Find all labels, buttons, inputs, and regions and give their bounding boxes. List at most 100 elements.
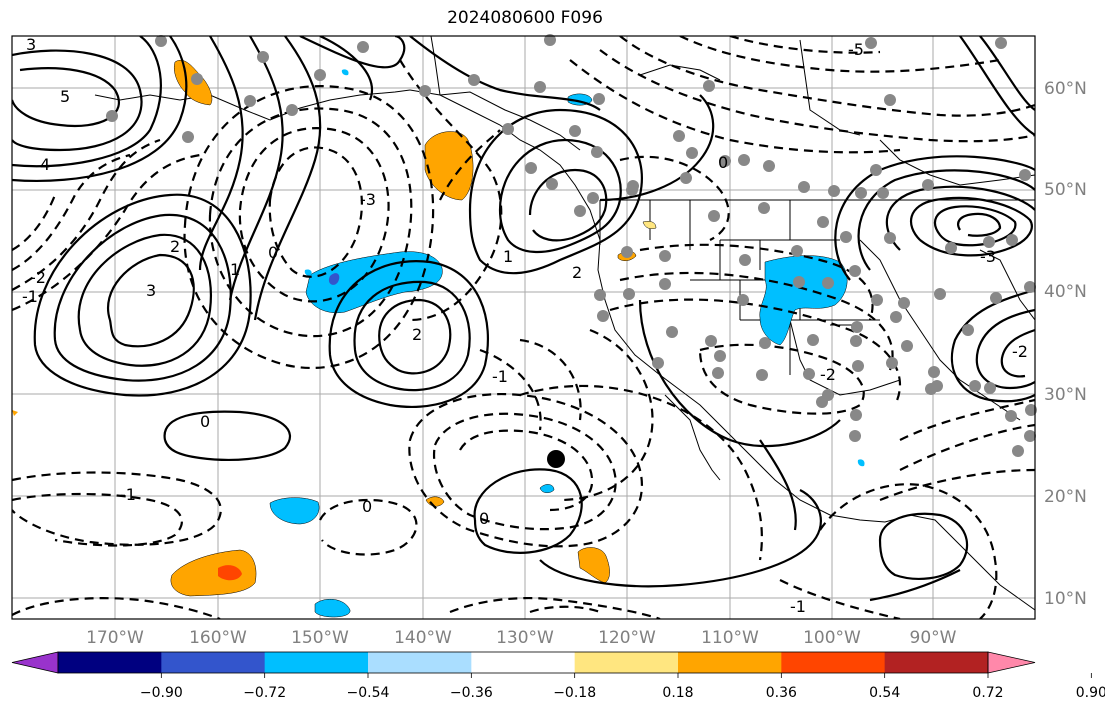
station-dot xyxy=(984,382,996,394)
contour-label: -1 xyxy=(22,287,38,306)
lat-label: 30°N xyxy=(1044,385,1087,405)
station-dot xyxy=(502,123,514,135)
map-frame xyxy=(11,35,1036,620)
station-dot xyxy=(817,216,829,228)
station-dot xyxy=(708,210,720,222)
station-dot xyxy=(357,41,369,53)
station-dot xyxy=(934,288,946,300)
station-dot xyxy=(244,95,256,107)
colorbar-tick-label: 0.72 xyxy=(972,685,1003,701)
station-dot xyxy=(756,369,768,381)
station-dot xyxy=(1019,169,1031,181)
contour-label: -2 xyxy=(820,365,836,384)
lon-label: 110°W xyxy=(701,628,759,648)
station-dot xyxy=(877,187,889,199)
station-dot xyxy=(822,277,834,289)
station-dot xyxy=(106,110,118,122)
colorbar-segment xyxy=(884,652,989,673)
station-dot xyxy=(286,104,298,116)
station-dot xyxy=(850,409,862,421)
station-dot xyxy=(525,162,537,174)
station-dot xyxy=(816,396,828,408)
station-dot xyxy=(1005,410,1017,422)
station-dot xyxy=(890,311,902,323)
station-dot xyxy=(791,245,803,257)
station-dot xyxy=(990,292,1002,304)
contour-label: 3 xyxy=(26,35,36,54)
contour-label: -3 xyxy=(360,190,376,209)
contour-label: 2 xyxy=(412,325,422,344)
colorbar-border xyxy=(57,651,989,674)
station-dot xyxy=(803,368,815,380)
station-dot xyxy=(886,357,898,369)
lon-label: 100°W xyxy=(803,628,861,648)
contour-label: -5 xyxy=(848,40,864,59)
contour-label: 1 xyxy=(503,247,513,266)
station-dot xyxy=(544,34,556,46)
contour-label: 1 xyxy=(230,260,240,279)
station-dot xyxy=(928,366,940,378)
station-dot xyxy=(574,205,586,217)
station-dot xyxy=(807,334,819,346)
coastlines xyxy=(94,36,1035,611)
station-dot xyxy=(840,231,852,243)
station-dot xyxy=(870,164,882,176)
colorbar-segment xyxy=(574,652,679,673)
station-dot xyxy=(621,246,633,258)
station-dot xyxy=(155,35,167,47)
colorbar-tick-label: −0.18 xyxy=(553,685,596,701)
station-dot xyxy=(257,51,269,63)
station-dot xyxy=(419,85,431,97)
lat-label: 20°N xyxy=(1044,487,1087,507)
station-dot xyxy=(1024,430,1036,442)
lat-label: 60°N xyxy=(1044,79,1087,99)
station-dot xyxy=(1025,404,1037,416)
contour-label: 5 xyxy=(60,87,70,106)
colorbar-segment xyxy=(368,652,472,673)
station-dot xyxy=(849,265,861,277)
lon-label: 90°W xyxy=(910,628,957,648)
station-dot xyxy=(763,160,775,172)
station-dot xyxy=(191,73,203,85)
colorbar-tick-label: −0.72 xyxy=(243,685,286,701)
colorbar-tick-label: −0.36 xyxy=(450,685,493,701)
lon-label: 130°W xyxy=(496,628,554,648)
station-dot xyxy=(705,335,717,347)
station-dot xyxy=(945,242,957,254)
contour-label: 0 xyxy=(718,153,728,172)
station-dot xyxy=(1024,281,1036,293)
contour-label: 4 xyxy=(40,155,50,174)
station-dot xyxy=(898,297,910,309)
station-dot xyxy=(1012,445,1024,457)
contour-label: 0 xyxy=(479,509,489,528)
dashed-contours xyxy=(12,36,1035,619)
lat-label: 10°N xyxy=(1044,589,1087,609)
contour-label: -2 xyxy=(1012,342,1028,361)
contour-label: 0 xyxy=(200,412,210,431)
colorbar-extend-max xyxy=(987,651,1036,674)
station-dot xyxy=(758,202,770,214)
station-dot xyxy=(737,294,749,306)
lon-label: 170°W xyxy=(86,628,144,648)
black-dot-marker xyxy=(547,450,565,468)
colorbar-segment xyxy=(58,652,162,673)
station-dot xyxy=(849,430,861,442)
colorbar-ticks: −0.90 −0.72 −0.54 −0.36 −0.18 0.18 0.36 0.54 0.7… xyxy=(140,673,1105,701)
station-markers xyxy=(106,34,1037,457)
station-dot xyxy=(659,278,671,290)
station-dot xyxy=(591,146,603,158)
station-dot xyxy=(587,192,599,204)
colorbar xyxy=(11,651,1036,674)
station-dot xyxy=(712,367,724,379)
station-dot xyxy=(314,69,326,81)
station-dot xyxy=(739,254,751,266)
station-dot xyxy=(468,74,480,86)
longitude-labels: 170°W 160°W 150°W 140°W 130°W 120°W 110°… xyxy=(86,628,957,648)
station-dot xyxy=(855,187,867,199)
station-dot xyxy=(793,276,805,288)
station-dot xyxy=(969,380,981,392)
station-dot xyxy=(593,93,605,105)
contour-label: -1 xyxy=(120,485,136,504)
lon-label: 150°W xyxy=(291,628,349,648)
